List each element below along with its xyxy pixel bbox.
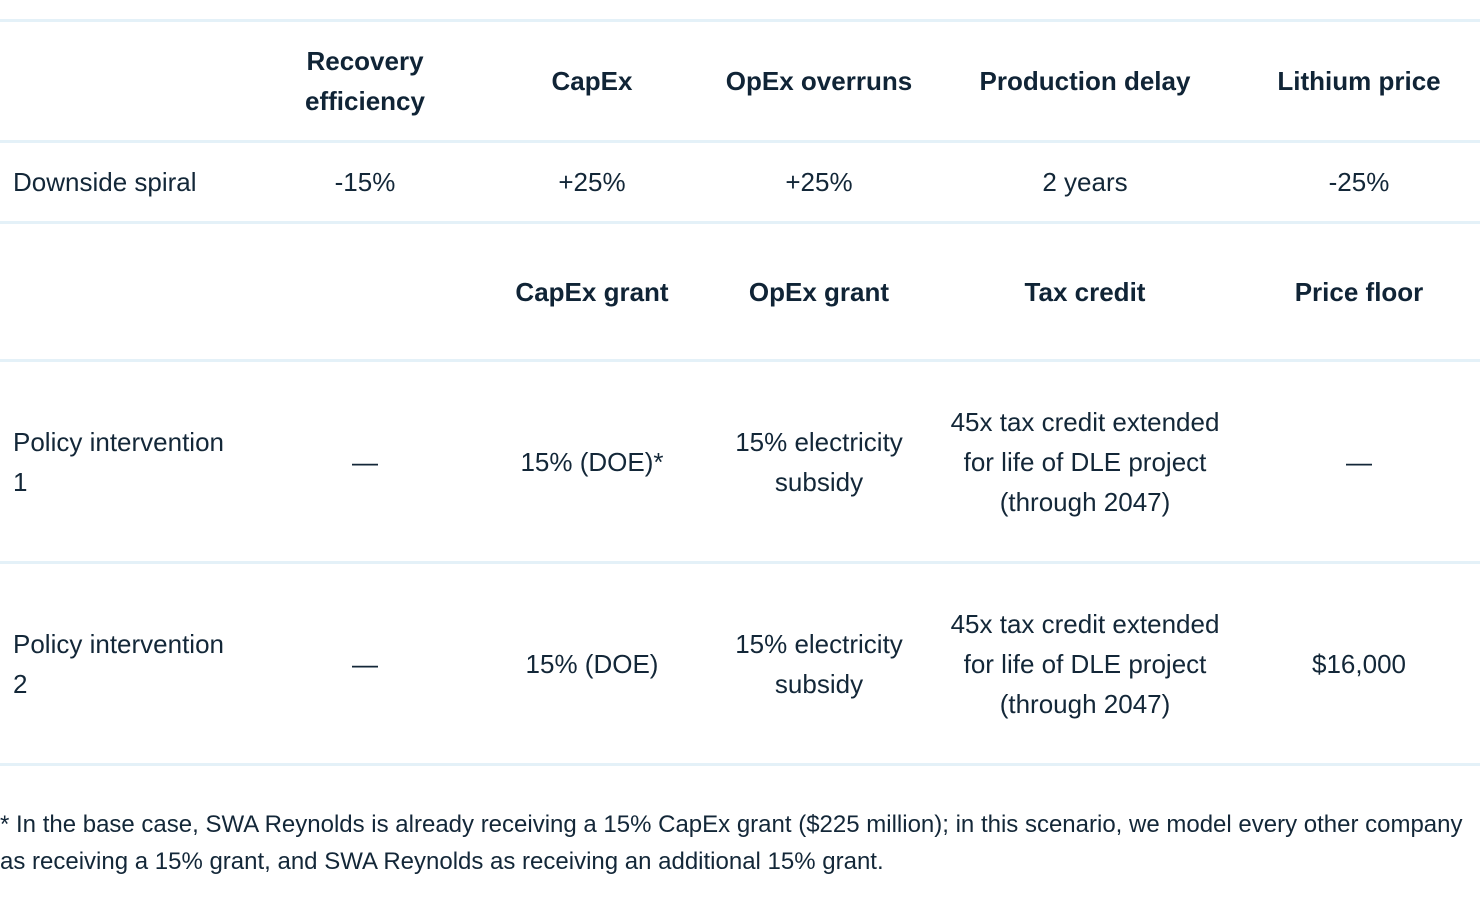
header-cell-empty [0, 222, 252, 362]
cell-tax-credit: 45x tax credit extended for life of DLE … [932, 562, 1238, 766]
header-row-risks: Recovery efficiency CapEx OpEx overruns … [0, 19, 1480, 143]
cell-opex-grant: 15% electricity subsidy [706, 562, 932, 766]
table-row-downside-spiral: Downside spiral -15% +25% +25% 2 years -… [0, 141, 1480, 224]
header-lithium-price: Lithium price [1238, 19, 1480, 143]
header-capex-grant: CapEx grant [478, 222, 706, 362]
cell-capex: +25% [478, 141, 706, 224]
header-opex-overruns: OpEx overruns [706, 19, 932, 143]
header-tax-credit: Tax credit [932, 222, 1238, 362]
row-label: Policy intervention 1 [0, 360, 252, 564]
cell-capex-grant: 15% (DOE)* [478, 360, 706, 564]
cell-lithium-price: -25% [1238, 141, 1480, 224]
header-recovery-efficiency: Recovery efficiency [252, 19, 478, 143]
header-cell-empty [252, 222, 478, 362]
header-opex-grant: OpEx grant [706, 222, 932, 362]
cell-production-delay: 2 years [932, 141, 1238, 224]
cell-recovery-efficiency: — [252, 562, 478, 766]
header-production-delay: Production delay [932, 19, 1238, 143]
footnote: * In the base case, SWA Reynolds is alre… [0, 811, 1463, 875]
cell-price-floor: — [1238, 360, 1480, 564]
header-price-floor: Price floor [1238, 222, 1480, 362]
cell-recovery-efficiency: -15% [252, 141, 478, 224]
cell-opex-grant: 15% electricity subsidy [706, 360, 932, 564]
header-cell-empty [0, 19, 252, 143]
table-row-policy-intervention-2: Policy intervention 2 — 15% (DOE) 15% el… [0, 562, 1480, 766]
cell-tax-credit: 45x tax credit extended for life of DLE … [932, 360, 1238, 564]
cell-opex-overruns: +25% [706, 141, 932, 224]
cell-price-floor: $16,000 [1238, 562, 1480, 766]
header-row-interventions: CapEx grant OpEx grant Tax credit Price … [0, 222, 1480, 362]
cell-capex-grant: 15% (DOE) [478, 562, 706, 766]
cell-recovery-efficiency: — [252, 360, 478, 564]
top-spacer [0, 0, 1480, 19]
row-label: Downside spiral [0, 141, 252, 224]
table-row-policy-intervention-1: Policy intervention 1 — 15% (DOE)* 15% e… [0, 360, 1480, 564]
header-capex: CapEx [478, 19, 706, 143]
scenario-table: Recovery efficiency CapEx OpEx overruns … [0, 19, 1480, 766]
scenario-table-container: Recovery efficiency CapEx OpEx overruns … [0, 0, 1480, 766]
row-label: Policy intervention 2 [0, 562, 252, 766]
